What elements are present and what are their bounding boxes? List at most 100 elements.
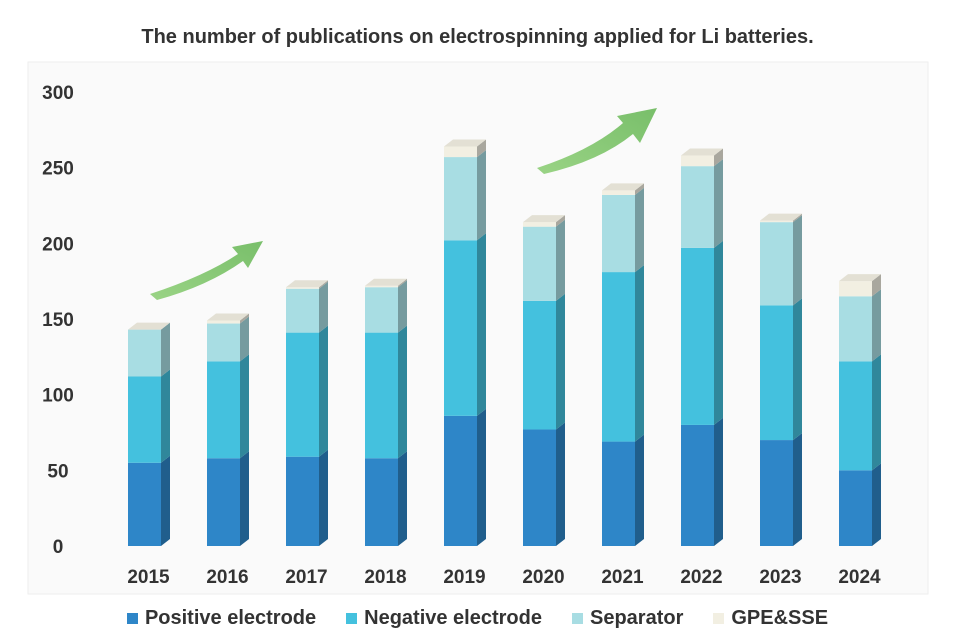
bar-stack-2018 [365, 278, 407, 546]
legend-label: Separator [589, 606, 684, 629]
legend-label: Positive electrode [144, 606, 317, 629]
y-axis-ticks: 0 50 100 150 200 250 300 [42, 83, 74, 558]
bar-stack-2020 [523, 215, 565, 546]
bar-2023-gpe-sse [760, 220, 793, 223]
bar-2022-positive-electrode [681, 424, 714, 546]
bar-2022-gpe-sse-side [714, 148, 723, 167]
bar-2016-negative-electrode-side [240, 354, 249, 459]
bar-2023-separator-side [793, 215, 802, 306]
bar-2021-positive-electrode [602, 441, 635, 546]
bar-2020-separator [523, 226, 556, 301]
bar-2023-negative-electrode [760, 305, 793, 441]
bar-2020-separator-side [556, 219, 565, 301]
bar-2020-negative-electrode [523, 300, 556, 430]
legend-label: Negative electrode [364, 606, 542, 629]
bar-2015-negative-electrode [128, 376, 161, 463]
bar-2020-positive-electrode [523, 429, 556, 546]
bar-2017-top [286, 280, 328, 288]
bar-2022-separator [681, 166, 714, 248]
bar-2015-separator [128, 329, 161, 377]
legend-swatch [346, 612, 358, 624]
bar-2023-negative-electrode-side [793, 298, 802, 441]
y-tick-label: 250 [42, 159, 74, 180]
bar-2017-negative-electrode-side [319, 325, 328, 457]
bar-2024-separator [839, 296, 872, 362]
bar-2024-gpe-sse [839, 281, 872, 297]
bar-stack-2022 [681, 148, 723, 546]
legend-item: Positive electrode [126, 606, 317, 630]
legend-item: GPE&SSE [713, 607, 828, 630]
bar-2020-gpe-sse [523, 222, 556, 227]
bar-2018-gpe-sse [365, 285, 398, 288]
y-tick-label: 100 [42, 386, 74, 407]
bar-2021-gpe-sse [602, 190, 635, 195]
legend-label: GPE&SSE [731, 606, 829, 629]
bar-2019-top [444, 139, 486, 147]
legend-swatch [713, 612, 725, 624]
bar-2022-negative-electrode-side [714, 240, 723, 425]
bar-2019-separator-side [477, 150, 486, 241]
bar-2024-negative-electrode [839, 361, 872, 471]
bar-2018-gpe-sse-side [398, 278, 407, 288]
bar-2017-positive-electrode-side [319, 449, 328, 546]
bar-2024-positive-electrode-side [872, 463, 881, 546]
bar-2022-top [681, 148, 723, 156]
bar-2021-negative-electrode-side [635, 265, 644, 442]
bar-2024-positive-electrode [839, 470, 872, 546]
bar-2017-gpe-sse-side [319, 280, 328, 289]
bar-2020-positive-electrode-side [556, 422, 565, 546]
chart-title: The number of publications on electrospi… [141, 26, 814, 48]
legend-item: Negative electrode [346, 607, 542, 630]
bar-stack-2016 [207, 313, 249, 546]
bar-2022-negative-electrode [681, 247, 714, 425]
bar-2020-negative-electrode-side [556, 293, 565, 430]
bar-2020-gpe-sse-side [556, 215, 565, 227]
y-tick-label: 0 [53, 537, 64, 558]
bar-2023-positive-electrode-side [793, 433, 802, 546]
bar-2016-gpe-sse-side [240, 313, 249, 324]
bar-2017-gpe-sse [286, 287, 319, 289]
bar-2018-negative-electrode-side [398, 325, 407, 459]
y-tick-label: 50 [47, 461, 68, 482]
bar-2022-gpe-sse [681, 155, 714, 167]
bar-2020-top [523, 215, 565, 223]
bar-2018-separator [365, 287, 398, 333]
bar-2016-positive-electrode-side [240, 451, 249, 546]
y-tick-label: 200 [42, 234, 74, 255]
bar-2024-top [839, 274, 881, 282]
bar-stack-2021 [602, 183, 644, 546]
bar-2021-negative-electrode [602, 272, 635, 442]
bar-2021-separator [602, 194, 635, 273]
bar-2021-positive-electrode-side [635, 434, 644, 546]
x-tick-label: 2017 [285, 567, 327, 588]
legend: Positive electrode Negative electrode Sepa… [0, 604, 955, 632]
bar-2018-separator-side [398, 280, 407, 333]
x-tick-label: 2020 [522, 567, 564, 588]
bar-2016-separator [207, 323, 240, 362]
x-tick-label: 2022 [680, 567, 722, 588]
bar-2024-separator-side [872, 289, 881, 362]
x-axis-ticks: 2015 2016 2017 2018 2019 2020 2021 2022 2023 2024 [127, 567, 881, 588]
bar-2019-positive-electrode [444, 415, 477, 546]
x-tick-label: 2021 [601, 567, 644, 588]
trend-arrow-right [537, 108, 657, 174]
bar-2019-positive-electrode-side [477, 408, 486, 546]
y-tick-label: 300 [42, 83, 74, 104]
bar-2019-negative-electrode-side [477, 233, 486, 416]
bar-2016-negative-electrode [207, 361, 240, 459]
bar-2019-gpe-sse [444, 146, 477, 158]
bar-2015-negative-electrode-side [161, 369, 170, 463]
bar-2016-gpe-sse [207, 320, 240, 324]
x-tick-label: 2023 [759, 567, 801, 588]
y-tick-label: 150 [42, 310, 74, 331]
bar-2015-positive-electrode-side [161, 455, 170, 546]
bar-2018-negative-electrode [365, 332, 398, 459]
bar-2023-separator [760, 222, 793, 306]
bar-2022-positive-electrode-side [714, 417, 723, 546]
bar-stack-2024 [839, 274, 881, 546]
x-tick-label: 2015 [127, 567, 170, 588]
bar-stack-2019 [444, 139, 486, 546]
bar-stack-2015 [128, 322, 170, 546]
bar-2016-separator-side [240, 316, 249, 362]
